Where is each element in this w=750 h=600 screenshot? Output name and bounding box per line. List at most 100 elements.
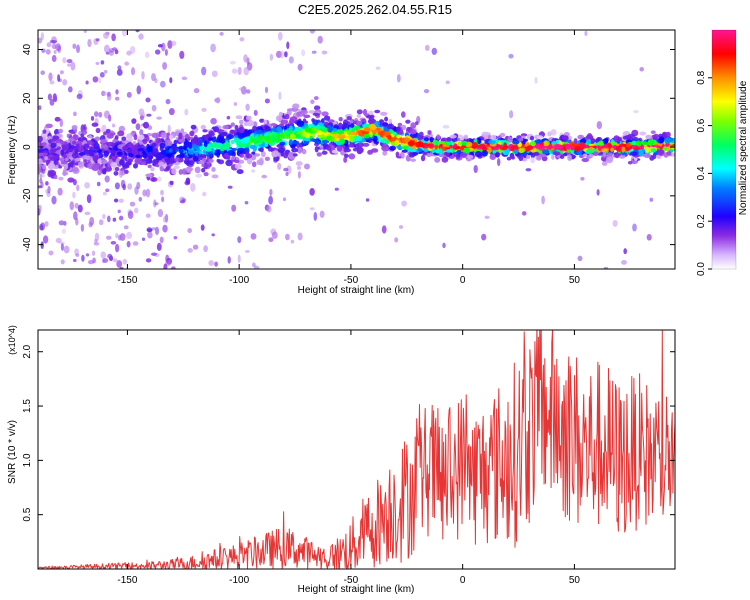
spectral-ridge-blob xyxy=(320,118,325,124)
spectral-ridge-blob xyxy=(295,133,301,138)
spectral-ridge-blob xyxy=(38,151,43,157)
spectral-ridge-blob xyxy=(201,167,206,173)
spectral-ridge-blob xyxy=(53,174,58,180)
spectral-ridge-blob xyxy=(54,116,61,122)
spectral-ridge-blob xyxy=(394,139,399,145)
spectral-ridge-blob xyxy=(151,142,157,147)
spectral-noise-blob xyxy=(55,43,61,52)
spectral-ridge-blob xyxy=(41,133,49,138)
spectral-ridge-blob xyxy=(95,127,101,134)
spectral-noise-blob xyxy=(60,259,65,265)
spectral-noise-blob xyxy=(45,49,51,55)
spectral-noise-blob xyxy=(147,231,153,239)
spectral-noise-blob xyxy=(313,211,318,221)
spectral-noise-blob xyxy=(116,260,123,268)
spectral-noise-blob xyxy=(122,183,126,191)
spectral-noise-blob xyxy=(156,242,162,252)
spectral-ridge-blob xyxy=(100,139,108,144)
spectral-ridge-blob xyxy=(518,148,525,154)
spectral-ridge-blob xyxy=(462,148,471,153)
spectral-ridge-blob xyxy=(300,109,308,115)
spectral-ridge-blob xyxy=(331,149,338,154)
spectral-ridge-blob xyxy=(363,133,370,139)
spectral-ridge-blob xyxy=(552,151,561,156)
x-tick-label: -50 xyxy=(344,275,359,286)
spectral-noise-blob xyxy=(288,56,294,64)
spectral-ridge-blob xyxy=(273,155,280,162)
spectral-noise-blob xyxy=(203,172,209,177)
spectral-ridge-blob xyxy=(102,168,107,175)
x-tick-label: -100 xyxy=(229,575,249,586)
spectral-noise-blob xyxy=(285,233,290,241)
spectral-noise-blob xyxy=(632,223,637,232)
spectral-ridge-blob xyxy=(204,147,212,152)
spectral-ridge-blob xyxy=(321,139,330,144)
spectral-noise-blob xyxy=(73,211,78,221)
spectral-noise-blob xyxy=(211,70,218,78)
spectral-ridge-blob xyxy=(72,140,77,145)
spectral-ridge-blob xyxy=(134,157,142,164)
snr-y-axis-label: SNR (10 * v/v) xyxy=(7,420,18,484)
spectral-ridge-blob xyxy=(471,142,478,149)
spectral-ridge-blob xyxy=(246,157,253,165)
spectral-ridge-blob xyxy=(160,132,167,139)
spectral-noise-blob xyxy=(317,35,323,44)
spectral-ridge-blob xyxy=(122,154,127,159)
spectral-noise-blob xyxy=(151,252,157,256)
spectral-noise-blob xyxy=(216,97,221,104)
x-tick-label: -150 xyxy=(117,575,137,586)
spectral-ridge-blob xyxy=(526,155,531,159)
spectral-noise-blob xyxy=(227,185,233,189)
spectral-noise-blob xyxy=(612,219,618,227)
spectral-ridge-blob xyxy=(78,152,86,156)
spectrogram-x-axis: -150 -100 -50 0 50 xyxy=(117,30,580,286)
spectral-ridge-blob xyxy=(253,109,258,116)
spectral-ridge-blob xyxy=(658,136,665,144)
spectral-noise-blob xyxy=(83,30,87,34)
spectral-ridge-blob xyxy=(62,170,67,177)
spectral-ridge-blob xyxy=(481,150,488,157)
spectral-noise-blob xyxy=(100,60,105,65)
spectral-ridge-blob xyxy=(185,177,191,185)
spectral-ridge-blob xyxy=(304,126,311,133)
spectral-ridge-blob xyxy=(296,120,305,127)
spectral-ridge-blob xyxy=(373,135,378,143)
spectral-ridge-blob xyxy=(173,139,178,145)
spectral-ridge-blob xyxy=(542,149,550,155)
spectral-ridge-blob xyxy=(264,126,271,132)
snr-y-multiplier: (x10^4) xyxy=(7,325,17,355)
spectral-noise-blob xyxy=(59,241,65,245)
spectral-ridge-blob xyxy=(83,149,91,155)
spectral-noise-blob xyxy=(111,33,116,42)
spectral-noise-blob xyxy=(114,182,120,190)
spectral-ridge-blob xyxy=(513,149,519,155)
spectral-ridge-blob xyxy=(114,166,120,172)
spectral-ridge-blob xyxy=(117,130,125,137)
spectral-ridge-blob xyxy=(185,166,194,172)
spectral-noise-blob xyxy=(118,234,122,241)
spectral-noise-blob xyxy=(633,109,639,114)
spectral-noise-blob xyxy=(424,44,430,51)
spectral-ridge-blob xyxy=(210,117,217,125)
spectral-ridge-blob xyxy=(127,137,134,142)
spectral-noise-blob xyxy=(431,47,438,56)
spectral-ridge-blob xyxy=(63,162,69,170)
spectral-noise-blob xyxy=(42,235,49,244)
spectral-ridge-blob xyxy=(380,138,388,144)
spectral-ridge-blob xyxy=(275,115,283,122)
spectral-ridge-blob xyxy=(550,129,557,136)
spectral-ridge-blob xyxy=(180,152,185,159)
spectral-noise-blob xyxy=(243,54,248,63)
spectral-ridge-blob xyxy=(184,133,190,140)
spectral-noise-blob xyxy=(173,235,178,240)
spectral-ridge-blob xyxy=(204,164,212,168)
spectral-noise-blob xyxy=(115,89,119,95)
spectral-ridge-blob xyxy=(410,122,417,129)
spectral-noise-blob xyxy=(75,44,81,54)
spectral-noise-blob xyxy=(319,210,325,218)
spectral-ridge-blob xyxy=(449,134,457,139)
spectral-ridge-blob xyxy=(77,161,85,168)
spectral-noise-blob xyxy=(103,91,108,96)
spectral-noise-blob xyxy=(48,250,54,256)
spectral-noise-blob xyxy=(210,43,216,53)
